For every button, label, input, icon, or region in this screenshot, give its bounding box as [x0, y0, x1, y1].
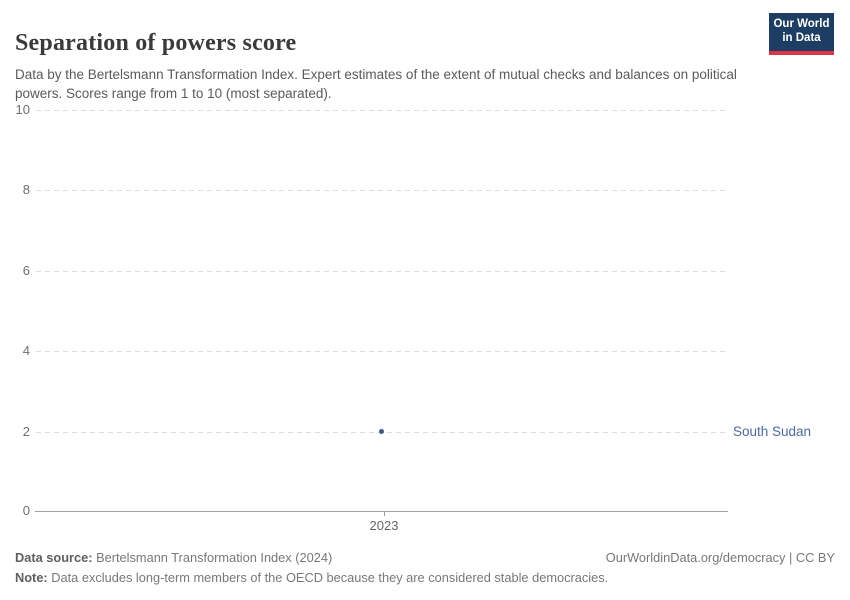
owid-url-link[interactable]: OurWorldinData.org/democracy | CC BY [605, 550, 835, 565]
x-axis-line [35, 511, 728, 512]
gridline-8 [36, 190, 728, 191]
data-source-text: Bertelsmann Transformation Index (2024) [92, 550, 333, 565]
data-source-line: Data source: Bertelsmann Transformation … [15, 548, 332, 568]
gridline-4 [36, 351, 728, 352]
gridline-6 [36, 271, 728, 272]
ytick-4: 4 [22, 343, 30, 358]
data-source-label: Data source: [15, 550, 93, 565]
owid-logo-line1: Our World [773, 18, 830, 30]
page-title: Separation of powers score [15, 30, 297, 57]
note-line: Note: Data excludes long-term members of… [15, 570, 608, 585]
data-point-south-sudan [379, 429, 384, 434]
note-label: Note: [15, 570, 48, 585]
ytick-0: 0 [22, 503, 30, 518]
chart-footer: Data source: Bertelsmann Transformation … [15, 548, 835, 588]
chart-subtitle: Data by the Bertelsmann Transformation I… [15, 66, 737, 101]
ytick-6: 6 [22, 263, 30, 278]
entity-label-south-sudan: South Sudan [733, 424, 812, 439]
ytick-2: 2 [22, 424, 30, 439]
owid-logo-line2: in Data [782, 32, 821, 44]
xtick-mark-2023 [384, 511, 385, 516]
ytick-10: 10 [15, 102, 30, 117]
gridline-10 [36, 110, 728, 111]
xtick-label-2023: 2023 [369, 518, 399, 533]
ytick-8: 8 [22, 182, 30, 197]
note-text: Data excludes long-term members of the O… [47, 570, 609, 585]
owid-logo: Our World in Data [769, 13, 834, 55]
